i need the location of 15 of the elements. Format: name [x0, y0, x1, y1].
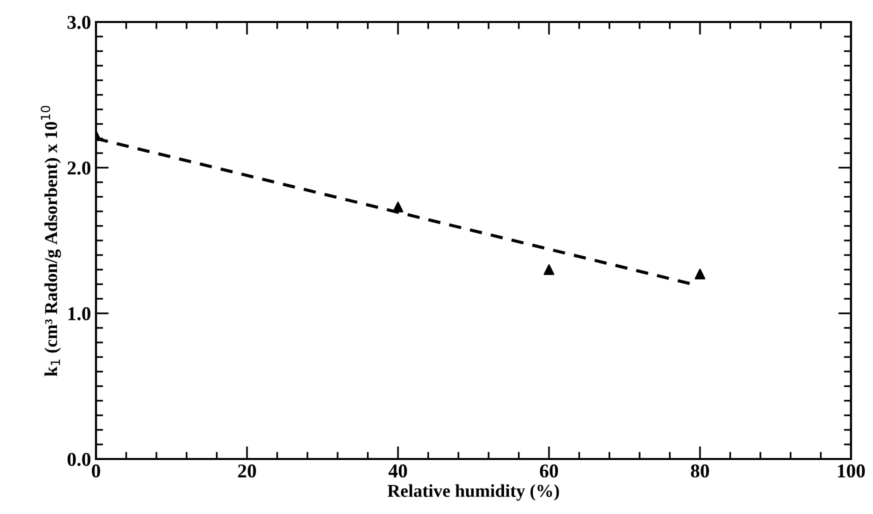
point — [392, 202, 404, 212]
x-tick-label: 0 — [92, 464, 100, 478]
x-tick-label: 80 — [690, 464, 709, 478]
x-axis-title: Relative humidity (%) — [388, 484, 559, 501]
y-tick-label: 2.0 — [68, 161, 90, 175]
x-tick-label: 20 — [238, 464, 256, 478]
y-tick-label: 1.0 — [68, 307, 90, 320]
y-tick-label: 3.0 — [68, 16, 90, 30]
x-tick-label: 60 — [540, 464, 558, 478]
y-axis-title: k$_{1}$ (cm³ Radon/g Adsorbent) x 10$^{10}$ — [40, 106, 61, 376]
x-tick-label: 40 — [388, 464, 407, 478]
point — [544, 264, 554, 275]
y-tick-label: 0.0 — [68, 452, 90, 466]
x-tick-label: 100 — [838, 464, 865, 478]
point — [694, 268, 706, 280]
